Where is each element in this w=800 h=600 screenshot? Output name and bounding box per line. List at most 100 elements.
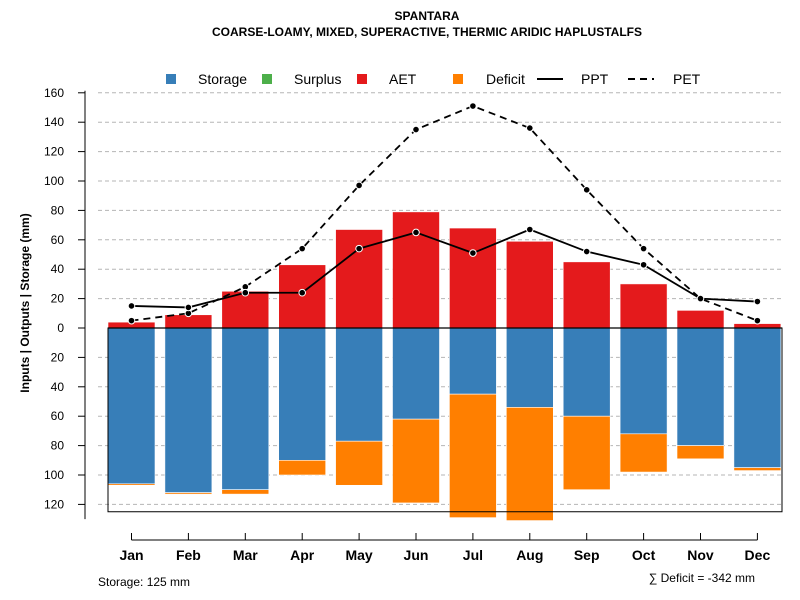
ppt-point xyxy=(412,228,420,237)
pet-point xyxy=(298,244,307,253)
legend-label-surplus: Surplus xyxy=(294,71,341,87)
deficit-bar xyxy=(676,445,725,460)
month-label: Sep xyxy=(574,547,600,563)
storage-bar xyxy=(335,327,383,442)
storage-bar xyxy=(449,327,497,395)
month-label: Jul xyxy=(463,547,483,563)
month-label: Nov xyxy=(687,547,714,563)
ppt-point xyxy=(469,249,477,257)
chart-subtitle: COARSE-LOAMY, MIXED, SUPERACTIVE, THERMI… xyxy=(212,25,642,39)
bars xyxy=(107,211,782,521)
month-label: Oct xyxy=(632,547,656,563)
aet-bar xyxy=(562,261,611,329)
pet-line xyxy=(131,105,758,322)
pet-point xyxy=(639,244,648,253)
storage-bar xyxy=(619,327,668,435)
month-label: Apr xyxy=(290,547,315,563)
month-label: Mar xyxy=(233,547,258,563)
pet-point xyxy=(753,316,762,325)
y-tick-label: 20 xyxy=(51,292,65,306)
ppt-point xyxy=(639,260,648,269)
aet-bar xyxy=(505,240,554,329)
ppt-point xyxy=(753,297,762,306)
axes: 160 140 120 100 80 60 40 20 0 20 40 60 80 100 120 Jan Fe… xyxy=(44,86,770,563)
pet-point xyxy=(412,125,420,134)
deficit-bar xyxy=(733,467,782,471)
aet-bar xyxy=(676,310,725,329)
y-tick-label: 40 xyxy=(51,262,65,276)
storage-frame xyxy=(107,327,783,513)
month-label: Jan xyxy=(119,547,143,563)
month-label: Dec xyxy=(745,547,771,563)
chart-title: SPANTARA xyxy=(395,9,460,23)
pet-point xyxy=(526,124,534,132)
ppt-line xyxy=(131,228,758,309)
legend-label-ppt: PPT xyxy=(581,71,609,87)
lines xyxy=(127,102,762,325)
ppt-point xyxy=(241,288,250,297)
ppt-point xyxy=(298,288,307,297)
month-label: May xyxy=(345,547,372,563)
legend-label-pet: PET xyxy=(673,71,701,87)
storage-bar xyxy=(221,327,270,490)
ppt-point xyxy=(355,244,363,253)
deficit-bar xyxy=(164,492,213,495)
pet-point xyxy=(469,102,477,110)
legend-swatch-storage xyxy=(166,74,176,84)
deficit-bar xyxy=(505,407,554,521)
storage-bar xyxy=(164,327,213,493)
deficit-bar xyxy=(562,415,611,491)
aet-bar xyxy=(449,227,497,329)
y-tick-label: 100 xyxy=(44,468,64,482)
storage-bar xyxy=(278,327,327,461)
legend: Storage Surplus AET Deficit PPT PET xyxy=(166,71,701,87)
deficit-sum-note: ∑ Deficit = -342 mm xyxy=(649,571,755,585)
legend-label-storage: Storage xyxy=(198,71,247,87)
deficit-bar xyxy=(619,433,668,473)
y-tick-label: 80 xyxy=(51,439,65,453)
y-axis-label: Inputs | Outputs | Storage (mm) xyxy=(18,213,32,392)
storage-bar xyxy=(505,327,554,408)
y-tick-label: 0 xyxy=(57,321,64,335)
pet-point xyxy=(355,181,363,190)
deficit-bar xyxy=(107,483,156,486)
ppt-point xyxy=(127,302,136,310)
ppt-point xyxy=(696,294,705,303)
month-label: Jun xyxy=(404,547,429,563)
deficit-bar xyxy=(278,459,327,476)
ppt-point xyxy=(184,303,193,312)
legend-label-deficit: Deficit xyxy=(486,71,525,87)
storage-bar xyxy=(676,327,725,446)
deficit-bar xyxy=(335,440,383,486)
legend-label-aet: AET xyxy=(389,71,417,87)
y-tick-label: 60 xyxy=(51,233,65,247)
storage-note: Storage: 125 mm xyxy=(98,575,190,589)
month-label: Aug xyxy=(516,547,543,563)
deficit-bar xyxy=(449,393,497,518)
ppt-point xyxy=(582,247,591,256)
aet-bar xyxy=(619,283,668,329)
y-tick-label: 100 xyxy=(44,174,64,188)
legend-swatch-surplus xyxy=(262,74,272,84)
deficit-bar xyxy=(221,489,270,495)
month-label: Feb xyxy=(176,547,201,563)
ppt-point xyxy=(526,225,534,234)
y-tick-label: 140 xyxy=(44,115,64,129)
y-tick-label: 120 xyxy=(44,145,64,159)
storage-bar xyxy=(733,327,782,468)
legend-swatch-deficit xyxy=(453,74,463,84)
y-tick-label: 20 xyxy=(51,350,65,364)
legend-swatch-aet xyxy=(357,74,367,84)
storage-bar xyxy=(562,327,611,417)
storage-bar xyxy=(392,327,440,420)
y-tick-label: 60 xyxy=(51,409,65,423)
storage-bar xyxy=(107,327,156,485)
pet-point xyxy=(127,316,136,325)
y-tick-label: 40 xyxy=(51,380,65,394)
aet-bar xyxy=(221,290,270,329)
y-tick-label: 80 xyxy=(51,203,65,217)
y-tick-label: 120 xyxy=(44,497,64,511)
deficit-bar xyxy=(392,418,440,504)
